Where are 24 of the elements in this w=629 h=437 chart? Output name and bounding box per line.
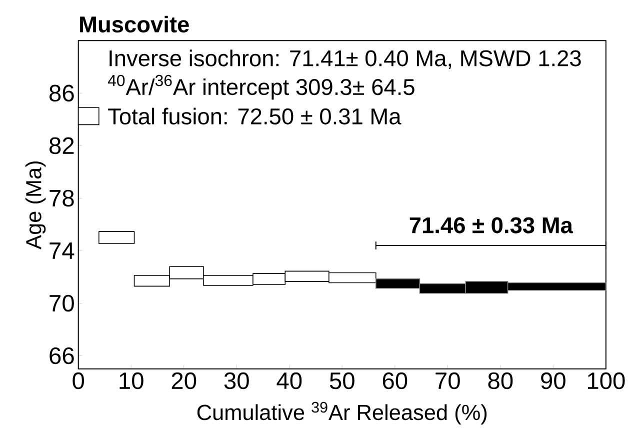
x-tick-label: 60	[382, 372, 408, 390]
x-tick-label: 70	[436, 372, 460, 390]
y-tick-label: 70	[50, 294, 74, 312]
x-tick-label: 10	[120, 372, 144, 390]
chart-title: Muscovite	[80, 16, 189, 32]
y-tick-label: 82	[50, 137, 74, 154]
y-tick-label: 78	[50, 190, 74, 206]
annotation: Total fusion: 72.50 ± 0.31 Ma	[108, 108, 402, 124]
x-tick-label: 30	[224, 372, 249, 390]
annotation: 71.46 ± 0.33 Ma	[410, 217, 574, 234]
y-axis-title: Age (Ma)	[25, 161, 46, 250]
x-tick-label: 50	[330, 372, 354, 390]
x-tick-label: 80	[488, 372, 513, 390]
x-tick-label: 100	[588, 372, 625, 390]
annotation: $^{40}$Ar/$^{36}$Ar intercept 309.3± 64.5	[108, 74, 414, 100]
x-tick-label: 40	[276, 372, 302, 390]
x-axis-title: Cumulative $^{39}$Ar Released (%)	[197, 402, 487, 424]
y-tick-label: 86	[50, 84, 74, 102]
y-tick-label: 74	[50, 242, 74, 259]
y-tick-label: 66	[50, 347, 74, 364]
text: Inverse isochron: 71.41± 0.40 Ma, MSWD 1.23	[110, 50, 581, 69]
x-tick-label: 0	[72, 372, 84, 390]
x-tick-label: 20	[172, 372, 196, 390]
x-tick-label: 90	[541, 372, 566, 390]
